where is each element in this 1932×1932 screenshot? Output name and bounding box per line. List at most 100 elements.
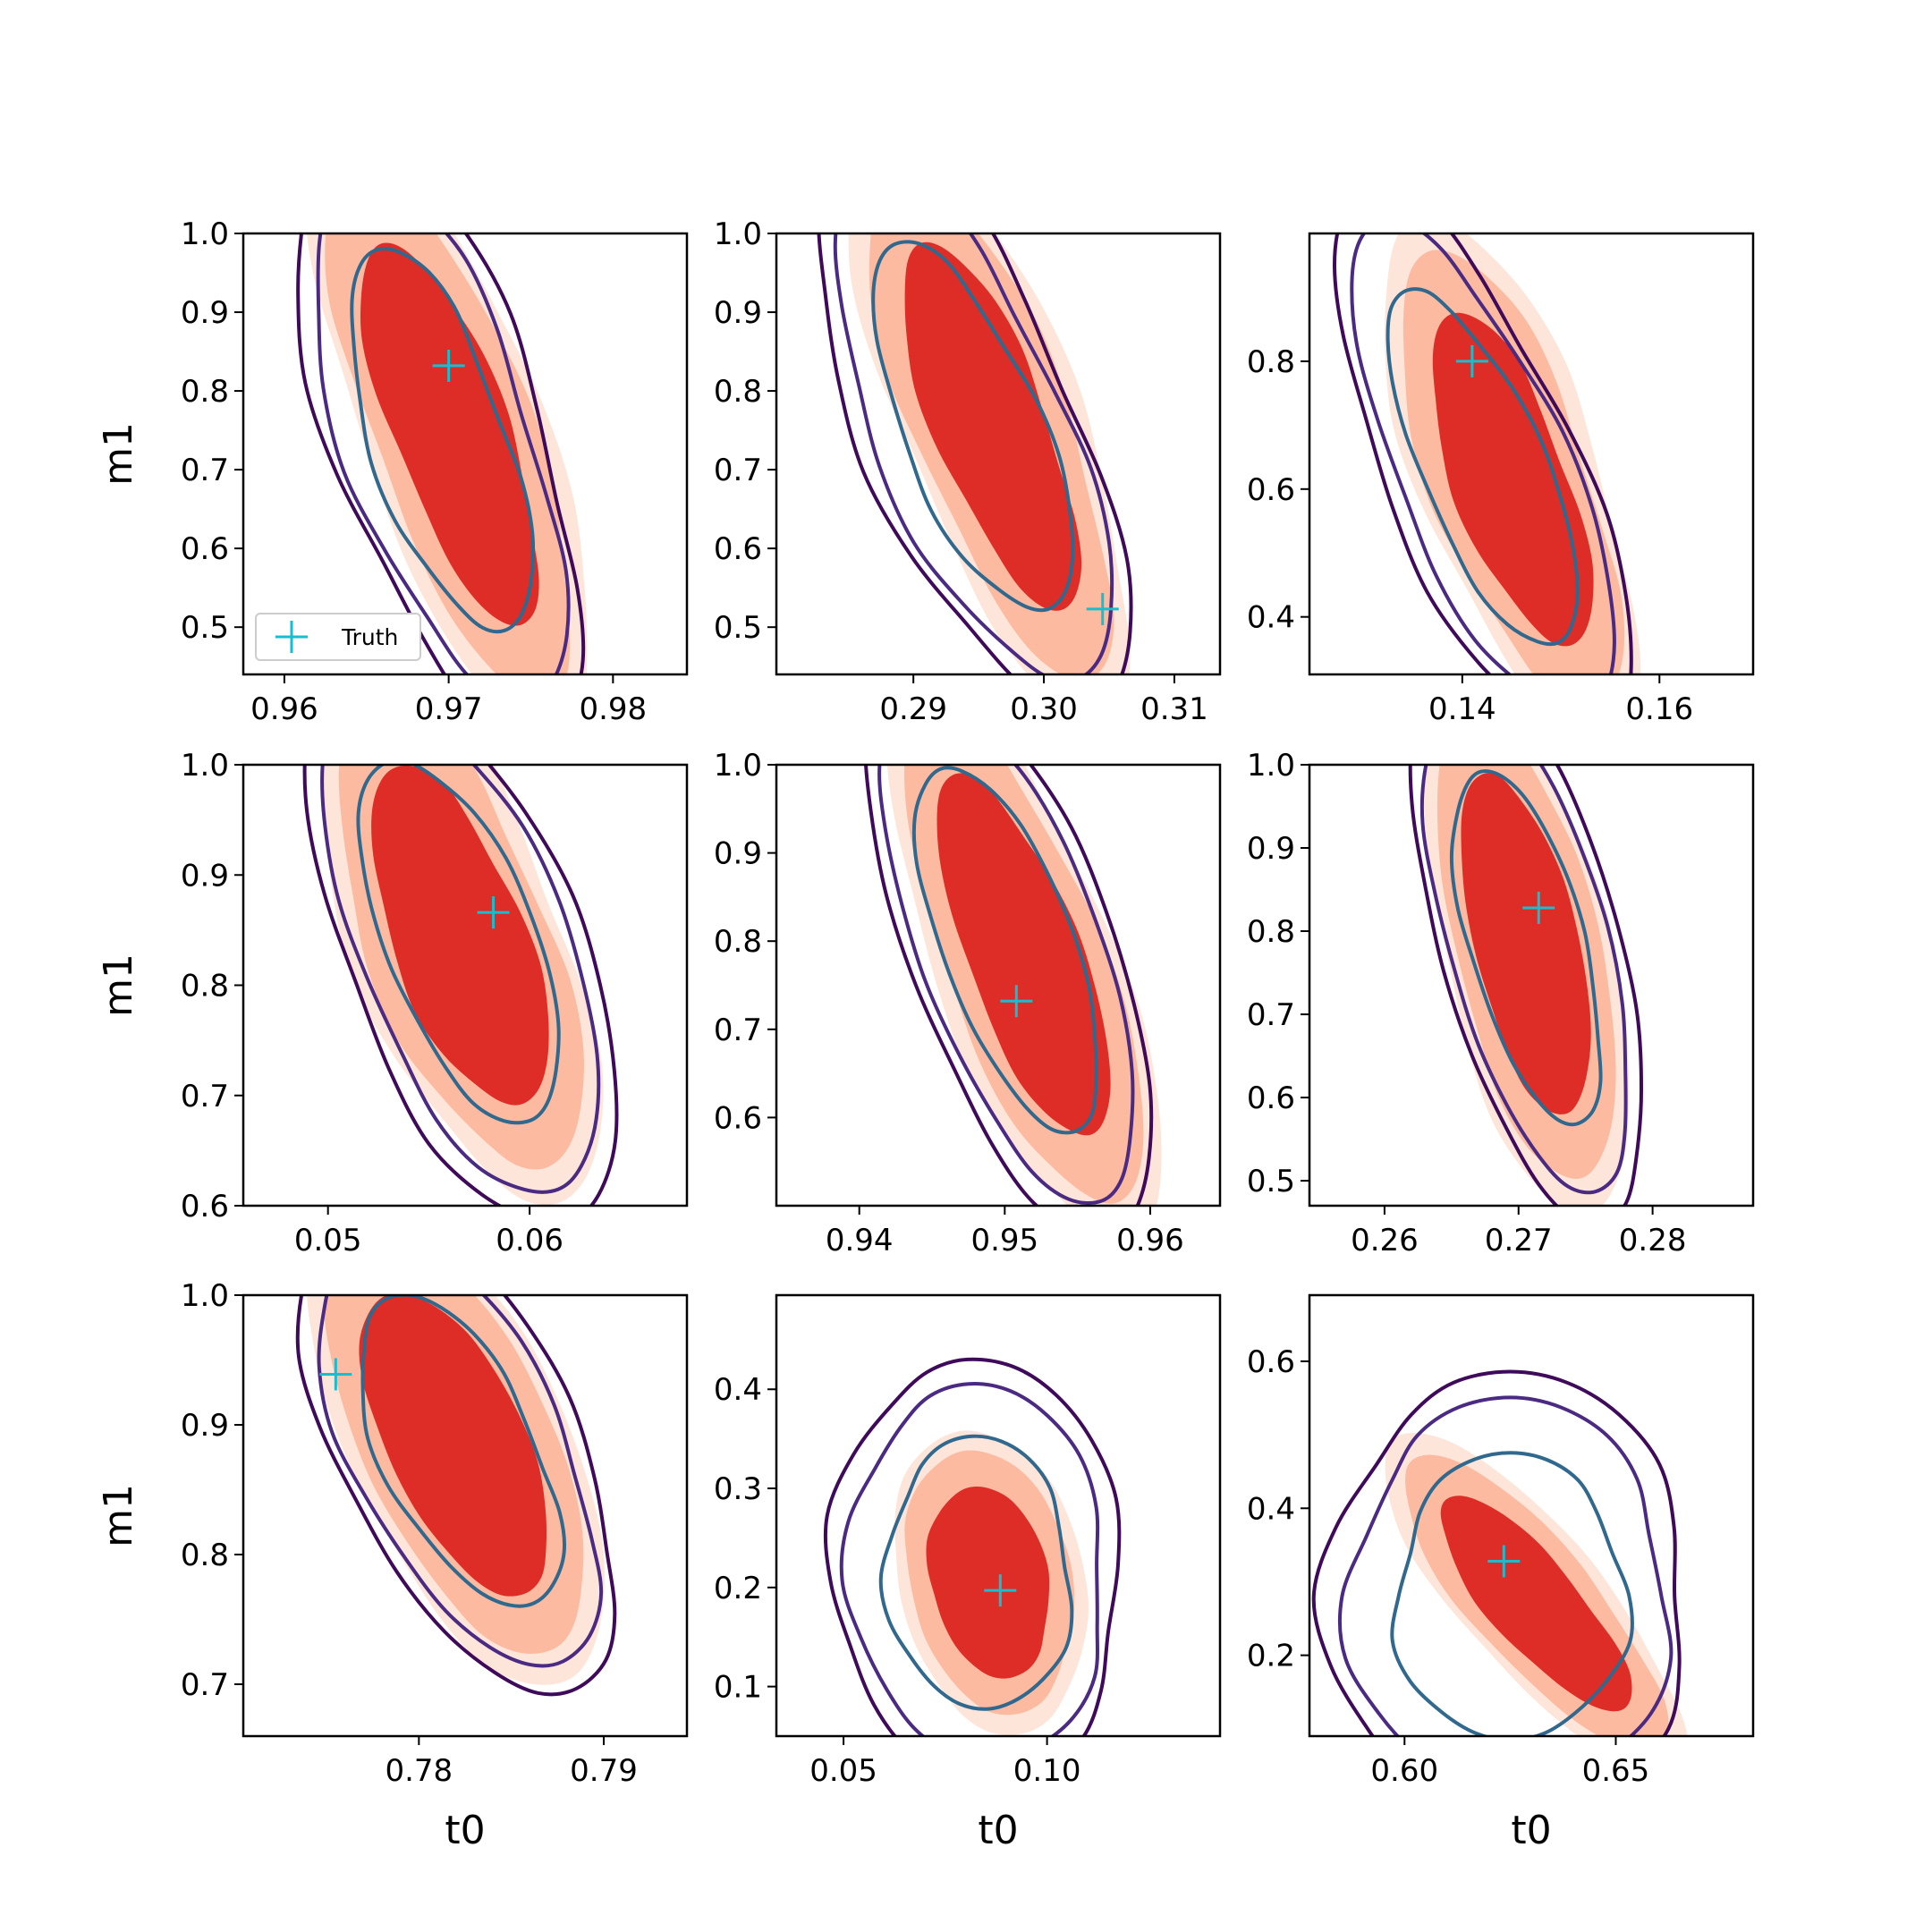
y-tick-label: 0.9 — [714, 836, 762, 872]
y-tick-label: 0.4 — [1247, 1491, 1295, 1527]
subplot-r2-c1: 0.05 0.10 0.1 0.2 0.3 0.4 t0 — [714, 1293, 1222, 1853]
plot-area — [1311, 1369, 1688, 1736]
x-tick-label: 0.60 — [1370, 1753, 1438, 1789]
y-tick-label: 1.0 — [181, 216, 229, 252]
truth-marker — [319, 1358, 352, 1391]
axes-frame — [242, 1293, 689, 1738]
posterior-contour-mid — [1350, 233, 1616, 674]
y-tick-label: 0.8 — [714, 374, 762, 410]
y-tick-label: 0.4 — [1247, 600, 1295, 636]
y-tick-label: 0.6 — [714, 1100, 762, 1136]
legend: Truth — [255, 613, 421, 661]
x-tick-label: 0.78 — [385, 1753, 453, 1789]
y-tick-label: 0.3 — [714, 1471, 762, 1507]
y-tick-label: 0.8 — [181, 969, 229, 1004]
x-tick-label: 0.30 — [1010, 691, 1078, 727]
y-tick-label: 0.5 — [714, 610, 762, 646]
y-tick-label: 0.7 — [181, 1079, 229, 1114]
posterior-fill-inner — [926, 1486, 1050, 1679]
subplot-r1-c1: 0.94 0.95 0.96 0.6 0.7 0.8 0.9 1.0 — [714, 748, 1222, 1258]
subplot-r1-c2: 0.26 0.27 0.28 0.5 0.6 0.7 0.8 0.9 1.0 — [1247, 748, 1755, 1258]
posterior-contour-outer — [1408, 765, 1644, 1206]
truth-marker — [432, 349, 465, 382]
plot-area — [295, 1295, 617, 1697]
x-tick-label: 0.94 — [826, 1223, 894, 1258]
x-tick-label: 0.96 — [1116, 1223, 1184, 1258]
x-tick-label: 0.10 — [1013, 1753, 1081, 1789]
plot-area — [1332, 233, 1641, 674]
posterior-contour-outer — [1311, 1369, 1682, 1736]
posterior-fill-inner — [936, 773, 1111, 1136]
posterior-fill-inner — [904, 242, 1082, 611]
truth-marker — [1487, 1545, 1521, 1578]
subplot-r0-c0: 0.96 0.97 0.98 0.5 0.6 0.7 0.8 0.9 1.0 m1 Truth — [96, 216, 689, 727]
y-tick-label: 0.6 — [181, 1189, 229, 1224]
y-tick-label: 0.9 — [1247, 831, 1295, 867]
posterior-contour-inner — [350, 247, 536, 634]
y-tick-label: 0.9 — [181, 1408, 229, 1444]
y-tick-label: 0.5 — [181, 610, 229, 646]
plot-area — [864, 765, 1162, 1206]
y-axis-label: m1 — [96, 953, 141, 1017]
posterior-fill-inner — [371, 765, 549, 1106]
y-tick-label: 0.6 — [714, 531, 762, 567]
posterior-contour-inner — [911, 766, 1098, 1135]
y-axis-label: m1 — [96, 422, 141, 486]
y-tick-label: 1.0 — [714, 748, 762, 784]
y-tick-label: 1.0 — [181, 1278, 229, 1314]
posterior-fill-inner — [360, 242, 539, 626]
x-tick-label: 0.05 — [294, 1223, 362, 1258]
x-axis-label: t0 — [1511, 1808, 1551, 1853]
y-tick-label: 0.7 — [714, 453, 762, 488]
y-tick-label: 1.0 — [181, 748, 229, 784]
y-tick-label: 0.6 — [181, 531, 229, 567]
y-tick-label: 0.2 — [1247, 1639, 1295, 1674]
plot-area — [302, 765, 619, 1206]
x-tick-label: 0.95 — [970, 1223, 1038, 1258]
posterior-contour-outer — [296, 233, 586, 674]
plot-area — [823, 1357, 1122, 1736]
x-tick-label: 0.97 — [415, 691, 483, 727]
posterior-contour-outer — [823, 1357, 1122, 1736]
y-tick-label: 0.9 — [181, 858, 229, 894]
y-tick-label: 0.8 — [1247, 344, 1295, 380]
axes-frame — [242, 232, 689, 676]
plot-area — [296, 233, 588, 674]
truth-marker — [1086, 592, 1119, 625]
posterior-contour-mid — [320, 765, 601, 1194]
axes-frame — [1308, 232, 1755, 676]
y-tick-label: 0.1 — [714, 1670, 762, 1706]
x-tick-label: 0.16 — [1625, 691, 1693, 727]
posterior-contour-mid — [317, 1295, 604, 1668]
subplot-r0-c1: 0.29 0.30 0.31 0.5 0.6 0.7 0.8 0.9 1.0 — [714, 216, 1222, 727]
posterior-contour-inner — [1449, 769, 1603, 1127]
y-tick-label: 0.8 — [181, 374, 229, 410]
x-axis-label: t0 — [978, 1808, 1018, 1853]
axes-frame — [775, 763, 1222, 1208]
truth-marker — [1000, 985, 1033, 1018]
posterior-contour-inner — [356, 765, 561, 1125]
y-tick-label: 0.5 — [1247, 1164, 1295, 1199]
posterior-contour-mid — [1338, 1395, 1674, 1736]
posterior-contour-inner — [360, 1295, 567, 1608]
y-tick-label: 0.7 — [181, 453, 229, 488]
posterior-contour-mid — [316, 233, 571, 674]
x-tick-label: 0.29 — [879, 691, 947, 727]
x-tick-label: 0.79 — [570, 1753, 638, 1789]
y-tick-label: 0.8 — [181, 1538, 229, 1573]
truth-marker — [984, 1574, 1017, 1607]
y-tick-label: 0.8 — [714, 924, 762, 960]
posterior-contour-outer — [817, 233, 1133, 674]
x-tick-label: 0.14 — [1428, 691, 1496, 727]
y-tick-label: 0.7 — [1247, 997, 1295, 1033]
posterior-fill-inner — [359, 1295, 547, 1597]
posterior-contour-inner — [1385, 287, 1580, 647]
y-tick-label: 0.6 — [1247, 472, 1295, 508]
y-axis-label: m1 — [96, 1484, 141, 1547]
posterior-contour-inner — [871, 240, 1075, 613]
posterior-contour-mid — [833, 233, 1114, 674]
posterior-contour-outer — [302, 765, 619, 1206]
subplot-r0-c2: 0.14 0.16 0.4 0.6 0.8 — [1247, 232, 1755, 727]
x-tick-label: 0.65 — [1582, 1753, 1650, 1789]
